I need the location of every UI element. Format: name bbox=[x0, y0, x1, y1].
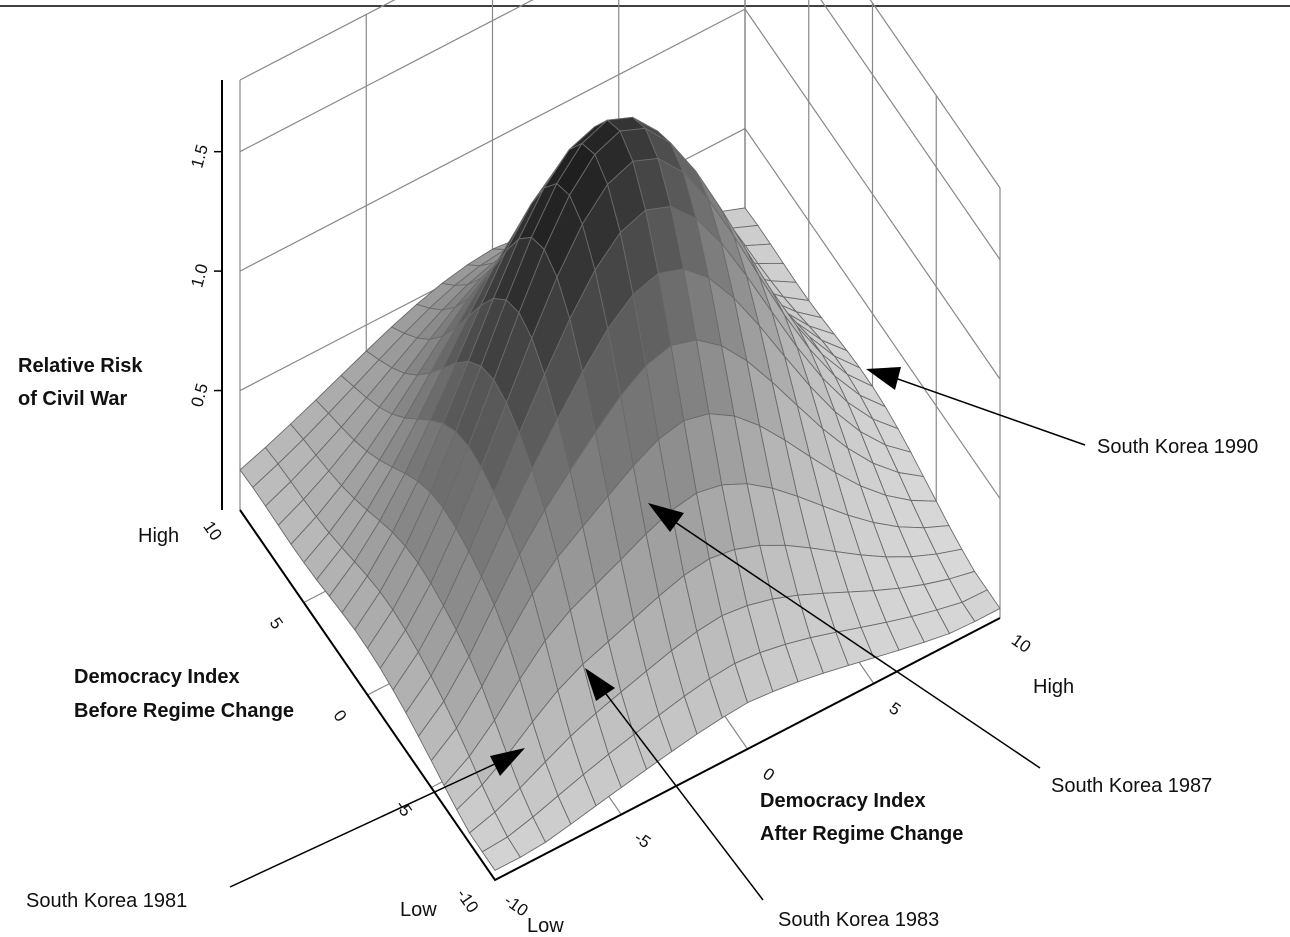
y-axis-high-label: High bbox=[1033, 676, 1074, 698]
annotation-line-1990 bbox=[895, 378, 1085, 445]
annotation-label-1987: South Korea 1987 bbox=[1051, 775, 1212, 797]
z-tick-label: 1.5 bbox=[187, 142, 211, 170]
x-tick-label: 0 bbox=[330, 707, 351, 726]
y-tick-label: 5 bbox=[886, 698, 905, 719]
y-tick-label: -5 bbox=[631, 828, 654, 852]
y-axis-label-line1: Democracy Index bbox=[760, 790, 926, 812]
z-axis-label-line2: of Civil War bbox=[18, 388, 127, 410]
y-tick-label: 0 bbox=[759, 764, 778, 785]
z-tick-label: 1.0 bbox=[187, 262, 211, 290]
x-tick-label: -10 bbox=[453, 885, 483, 916]
x-axis-label-line2: Before Regime Change bbox=[74, 700, 294, 722]
x-axis-low-label: Low bbox=[400, 899, 437, 921]
x-axis-label-line1: Democracy Index bbox=[74, 666, 240, 688]
x-tick-label: -5 bbox=[392, 797, 416, 820]
surface-mesh bbox=[240, 117, 1000, 870]
x-tick-label: 10 bbox=[199, 518, 225, 544]
y-axis-low-label: Low bbox=[527, 915, 564, 937]
z-axis-label-line1: Relative Risk bbox=[18, 355, 143, 377]
annotation-label-1983: South Korea 1983 bbox=[778, 909, 939, 931]
z-tick-label: 0.5 bbox=[187, 381, 211, 409]
annotation-label-1990: South Korea 1990 bbox=[1097, 436, 1258, 458]
x-tick-label: 5 bbox=[266, 614, 287, 633]
x-axis-high-label: High bbox=[138, 525, 179, 547]
y-axis-label-line2: After Regime Change bbox=[760, 823, 963, 845]
y-tick-label: 10 bbox=[1008, 630, 1034, 656]
annotation-label-1981: South Korea 1981 bbox=[26, 890, 187, 912]
